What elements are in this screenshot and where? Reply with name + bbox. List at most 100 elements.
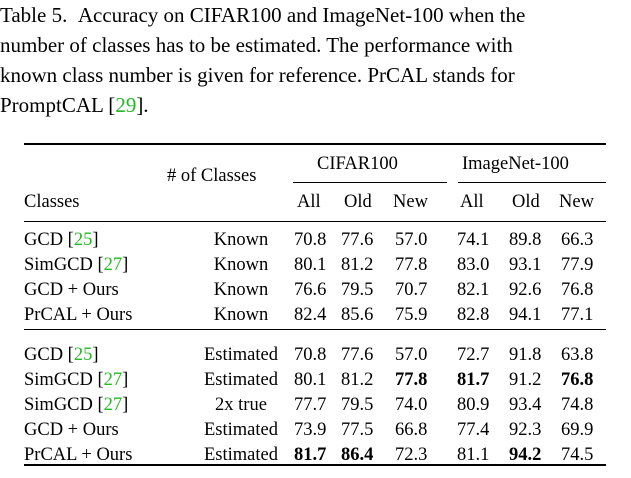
value-cell: 66.3 xyxy=(561,230,594,250)
table-bottom-rule xyxy=(24,464,606,466)
value-cell: 76.6 xyxy=(294,280,327,300)
table-top-rule xyxy=(24,143,606,145)
value-cell: 93.1 xyxy=(509,255,542,275)
value-cell: 57.0 xyxy=(395,345,428,365)
method-label: SimGCD [ xyxy=(24,255,104,275)
method-label: GCD + Ours xyxy=(24,280,119,300)
subheader-all: All xyxy=(297,192,321,212)
subheader-all: All xyxy=(460,192,484,212)
method-citation-link[interactable]: 27 xyxy=(103,370,123,390)
header-num-classes: # of Classes xyxy=(167,166,257,186)
value-cell: 74.8 xyxy=(561,395,594,415)
method-citation-link[interactable]: 25 xyxy=(73,230,93,250)
method-name: GCD + Ours xyxy=(24,278,119,302)
method-name: GCD [25] xyxy=(24,343,99,367)
value-cell: 92.6 xyxy=(509,280,542,300)
value-cell: 70.7 xyxy=(395,280,428,300)
subheader-old: Old xyxy=(512,192,540,212)
value-cell: 85.6 xyxy=(341,305,374,325)
subheader-new: New xyxy=(559,192,594,212)
class-count-cell: Estimated xyxy=(204,445,278,465)
method-label: PrCAL + Ours xyxy=(24,305,133,325)
value-cell: 77.8 xyxy=(395,370,428,390)
value-cell: 76.8 xyxy=(561,370,594,390)
value-cell: 70.8 xyxy=(294,345,327,365)
method-name: PrCAL + Ours xyxy=(24,443,132,467)
method-name: PrCAL + Ours xyxy=(24,303,132,327)
subheader-old: Old xyxy=(344,192,372,212)
value-cell: 74.5 xyxy=(561,445,594,465)
value-cell: 70.8 xyxy=(294,230,327,250)
value-cell: 63.8 xyxy=(561,345,594,365)
value-cell: 81.2 xyxy=(341,255,374,275)
value-cell: 57.0 xyxy=(395,230,428,250)
value-cell: 89.8 xyxy=(509,230,542,250)
method-citation-link[interactable]: 27 xyxy=(103,255,123,275)
method-name: SimGCD [27] xyxy=(24,368,128,392)
caption-line-4: PromptCAL [29]. xyxy=(0,90,631,120)
method-label: PrCAL + Ours xyxy=(24,445,133,465)
header-cifar100: CIFAR100 xyxy=(317,154,398,174)
header-classes: Classes xyxy=(24,192,80,212)
value-cell: 91.2 xyxy=(509,370,542,390)
cifar-group-rule xyxy=(293,182,447,183)
value-cell: 72.7 xyxy=(457,345,490,365)
value-cell: 75.9 xyxy=(395,305,428,325)
value-cell: 92.3 xyxy=(509,420,542,440)
method-name: GCD [25] xyxy=(24,228,99,252)
caption-label: Table 5. xyxy=(0,3,68,27)
caption-citation-link[interactable]: 29 xyxy=(115,93,137,117)
header-bottom-rule xyxy=(24,221,606,222)
caption-tail: ]. xyxy=(136,93,149,117)
value-cell: 74.1 xyxy=(457,230,490,250)
value-cell: 72.3 xyxy=(395,445,428,465)
method-citation-close: ] xyxy=(92,345,99,365)
value-cell: 77.8 xyxy=(395,255,428,275)
table-caption: Table 5. Accuracy on CIFAR100 and ImageN… xyxy=(0,0,631,120)
value-cell: 77.1 xyxy=(561,305,594,325)
method-label: GCD + Ours xyxy=(24,420,119,440)
class-count-cell: Known xyxy=(213,280,269,300)
class-count-cell: 2x true xyxy=(215,395,267,415)
value-cell: 81.7 xyxy=(294,445,327,465)
value-cell: 76.8 xyxy=(561,280,594,300)
subheader-new: New xyxy=(393,192,428,212)
method-name: SimGCD [27] xyxy=(24,393,128,417)
class-count-cell: Known xyxy=(213,305,269,325)
value-cell: 77.6 xyxy=(341,345,374,365)
caption-line-2: number of classes has to be estimated. T… xyxy=(0,33,513,57)
class-count-cell: Known xyxy=(213,255,269,275)
caption-text-4: PromptCAL [ xyxy=(0,93,116,117)
value-cell: 91.8 xyxy=(509,345,542,365)
value-cell: 74.0 xyxy=(395,395,428,415)
value-cell: 81.2 xyxy=(341,370,374,390)
value-cell: 80.1 xyxy=(294,370,327,390)
value-cell: 93.4 xyxy=(509,395,542,415)
class-count-cell: Known xyxy=(213,230,269,250)
value-cell: 94.2 xyxy=(509,445,542,465)
value-cell: 82.4 xyxy=(294,305,327,325)
caption-text-1: Accuracy on CIFAR100 and ImageNet-100 wh… xyxy=(77,3,526,27)
method-label: GCD [ xyxy=(24,230,74,250)
caption-line-3: known class number is given for referenc… xyxy=(0,63,515,87)
value-cell: 66.8 xyxy=(395,420,428,440)
caption-line-1: Table 5. Accuracy on CIFAR100 and ImageN… xyxy=(0,0,631,30)
value-cell: 80.1 xyxy=(294,255,327,275)
class-count-cell: Estimated xyxy=(204,370,278,390)
method-label: SimGCD [ xyxy=(24,370,104,390)
method-citation-close: ] xyxy=(122,255,129,275)
method-citation-link[interactable]: 25 xyxy=(73,345,93,365)
value-cell: 73.9 xyxy=(294,420,327,440)
value-cell: 86.4 xyxy=(341,445,374,465)
method-citation-close: ] xyxy=(122,395,129,415)
header-imagenet100: ImageNet-100 xyxy=(462,154,569,174)
value-cell: 81.1 xyxy=(457,445,490,465)
value-cell: 81.7 xyxy=(457,370,490,390)
value-cell: 77.6 xyxy=(341,230,374,250)
value-cell: 77.5 xyxy=(341,420,374,440)
class-count-cell: Estimated xyxy=(204,345,278,365)
value-cell: 80.9 xyxy=(457,395,490,415)
value-cell: 77.7 xyxy=(294,395,327,415)
value-cell: 79.5 xyxy=(341,280,374,300)
method-citation-link[interactable]: 27 xyxy=(103,395,123,415)
